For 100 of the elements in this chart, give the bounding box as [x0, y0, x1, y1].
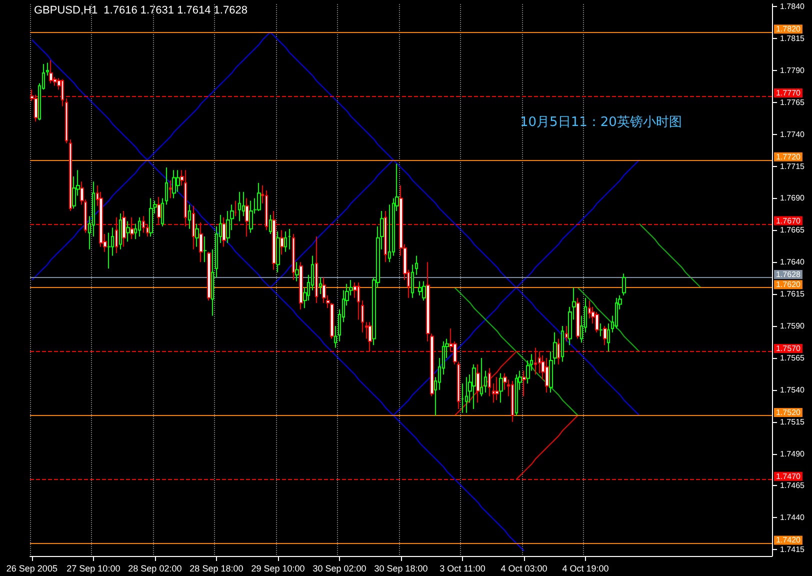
candlestick — [522, 370, 526, 397]
ref-line-label: 1.7720 — [776, 152, 802, 162]
candlestick — [595, 311, 599, 333]
ref-line-label: 1.7570 — [776, 344, 802, 354]
y-tick-label: 1.7690 — [780, 194, 806, 203]
candlestick — [257, 182, 261, 212]
x-tick-label: 3 Oct 11:00 — [440, 564, 486, 574]
candlestick — [149, 198, 153, 238]
y-tick-label: 1.7515 — [780, 417, 806, 426]
x-tick-label: 30 Sep 02:00 — [312, 564, 366, 574]
candlestick — [292, 234, 295, 280]
candlestick — [69, 138, 72, 212]
y-tick-label: 1.7840 — [780, 2, 806, 12]
candlestick — [515, 374, 518, 416]
y-tick-label: 1.7615 — [780, 290, 806, 299]
ref-line-label: 1.7520 — [776, 408, 802, 417]
candlestick — [211, 248, 214, 316]
candlestick — [334, 326, 337, 348]
candlestick — [476, 364, 480, 404]
candlestick — [615, 297, 618, 330]
candlestick — [603, 326, 607, 346]
y-tick-label: 1.7440 — [780, 513, 806, 522]
line-series — [454, 287, 578, 416]
candlestick — [299, 262, 303, 310]
ref-line-label: 1.7470 — [776, 472, 802, 481]
y-tick-label: 1.7490 — [780, 449, 806, 458]
candlestick — [288, 228, 291, 250]
y-tick-label: 1.7565 — [780, 353, 806, 362]
ref-line-label: 1.7670 — [776, 216, 802, 226]
x-tick-label: 28 Sep 02:00 — [128, 564, 182, 574]
candlestick — [238, 191, 241, 222]
candlestick — [234, 200, 237, 217]
candlestick — [357, 282, 360, 320]
y-tick-label: 1.7590 — [780, 322, 806, 330]
candlestick — [172, 170, 176, 199]
candlestick — [195, 223, 199, 248]
candlestick — [495, 376, 499, 401]
y-tick-label: 1.7465 — [780, 481, 806, 490]
candlestick — [576, 297, 580, 340]
y-tick-label: 1.7815 — [780, 34, 806, 43]
y-tick-label: 1.7665 — [780, 226, 806, 235]
candlestick — [488, 368, 491, 397]
candlestick — [315, 236, 318, 304]
candlestick — [242, 191, 245, 217]
candlestick — [472, 364, 476, 410]
y-tick-label: 1.7790 — [780, 66, 806, 75]
candlestick — [126, 220, 130, 242]
candlestick — [511, 380, 514, 422]
x-tick-label: 29 Sep 10:00 — [251, 564, 305, 574]
ref-line-label: 1.7620 — [776, 280, 802, 290]
x-tick-label: 26 Sep 2005 — [6, 564, 58, 574]
candlestick — [284, 230, 287, 252]
candlestick — [138, 216, 141, 238]
y-tick-label: 1.7415 — [780, 545, 806, 554]
x-tick-label: 28 Sep 18:00 — [190, 564, 244, 574]
candlestick — [480, 357, 483, 397]
chart-title: GBPUSD,H1 1.7616 1.7631 1.7614 1.7628 — [34, 4, 248, 16]
ref-line-label: 1.7420 — [776, 536, 802, 545]
y-tick-label: 1.7740 — [780, 130, 806, 139]
x-tick-label: 30 Sep 18:00 — [374, 564, 428, 574]
candlestick — [295, 262, 299, 282]
candlestick — [203, 236, 207, 263]
y-tick-label: 1.7715 — [780, 162, 806, 171]
candlestick — [411, 264, 414, 298]
ref-line-label: 1.7820 — [776, 24, 802, 34]
candlestick — [222, 216, 226, 248]
y-tick-label: 1.7765 — [780, 98, 806, 107]
candlestick — [484, 370, 487, 393]
candlestick — [465, 376, 468, 414]
candlestick — [207, 251, 211, 301]
candlestick — [119, 213, 122, 250]
candlestick — [599, 322, 603, 337]
candlestick — [46, 62, 49, 76]
candlestick — [161, 198, 164, 227]
ref-line-label: 1.7628 — [776, 270, 802, 279]
candlestick — [422, 280, 426, 301]
candlestick — [188, 204, 191, 230]
y-tick-label: 1.7540 — [780, 385, 806, 394]
line-series — [577, 287, 640, 352]
candlestick — [545, 357, 549, 393]
candlestick — [249, 200, 253, 234]
candlestick — [361, 300, 364, 333]
candlestick — [169, 180, 172, 199]
candlestick — [499, 372, 503, 404]
candlestick — [165, 167, 168, 206]
candlestick — [276, 230, 280, 273]
candlestick — [565, 326, 568, 342]
ref-line-label: 1.7770 — [776, 88, 802, 98]
candlestick — [319, 276, 322, 295]
candlestick — [280, 230, 284, 255]
candlestick — [415, 255, 418, 276]
x-tick-label: 4 Oct 19:00 — [562, 564, 609, 574]
line-series — [638, 223, 702, 288]
candlestick — [607, 322, 610, 352]
y-tick-label: 1.7640 — [780, 258, 806, 267]
candlestick — [49, 60, 53, 84]
x-tick-label: 27 Sep 10:00 — [66, 564, 120, 574]
candlestick — [622, 273, 626, 296]
candlestick — [561, 326, 564, 362]
x-tick-label: 4 Oct 03:00 — [500, 564, 548, 574]
